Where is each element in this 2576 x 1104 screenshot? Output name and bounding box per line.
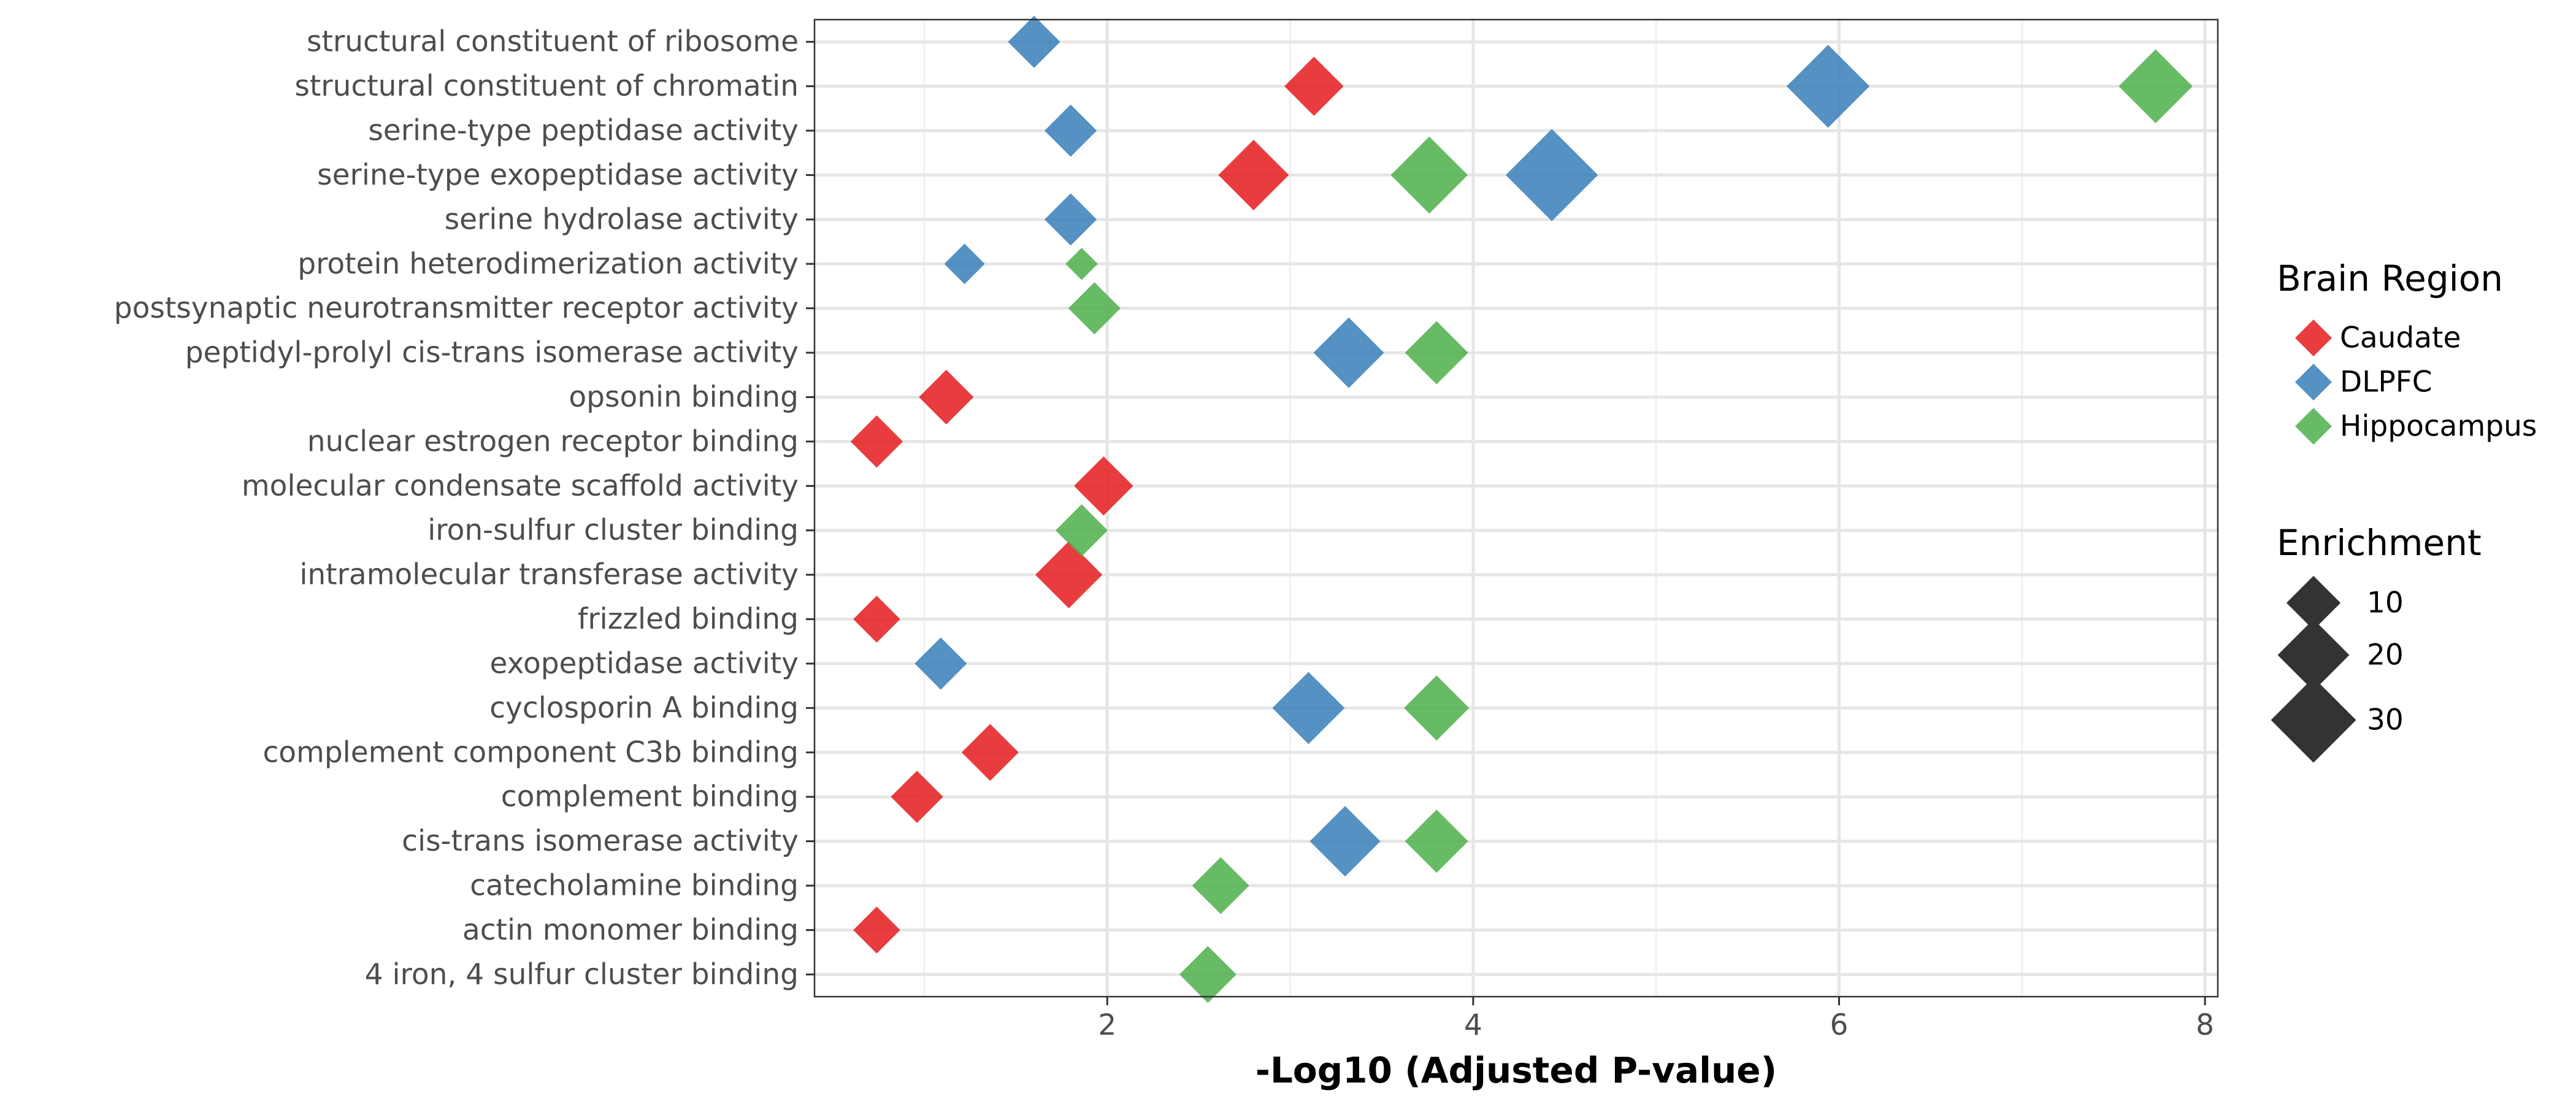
point-dlpfc-structural-constituent-of-chromatin xyxy=(1787,45,1870,128)
y-tick-label-intramolecular-transferase-activity: intramolecular transferase activity xyxy=(299,558,799,592)
point-hippocampus-catecholamine-binding xyxy=(1192,857,1249,914)
y-tick-label-serine-type-peptidase-activity: serine-type peptidase activity xyxy=(368,114,799,148)
y-tick-label-iron-sulfur-cluster-binding: iron-sulfur cluster binding xyxy=(427,513,799,547)
point-caudate-structural-constituent-of-chromatin xyxy=(1284,56,1344,116)
point-hippocampus-peptidyl-prolyl-cis-trans-isomerase-activity xyxy=(1405,321,1468,385)
point-dlpfc-cyclosporin-a-binding xyxy=(1272,672,1345,745)
legend-size-label-20: 20 xyxy=(2367,638,2404,672)
y-tick-label-serine-hydrolase-activity: serine hydrolase activity xyxy=(445,202,799,236)
point-caudate-intramolecular-transferase-activity xyxy=(1035,541,1103,608)
y-tick-label-cyclosporin-a-binding: cyclosporin A binding xyxy=(489,691,799,725)
y-tick-label-frizzled-binding: frizzled binding xyxy=(578,602,799,636)
point-dlpfc-cis-trans-isomerase-activity xyxy=(1309,806,1381,877)
point-hippocampus-4-iron-4-sulfur-cluster-binding xyxy=(1179,946,1236,1003)
y-tick-label-opsonin-binding: opsonin binding xyxy=(569,380,799,414)
point-caudate-frizzled-binding xyxy=(853,596,900,643)
legend-size-key-30 xyxy=(2271,677,2356,763)
point-hippocampus-structural-constituent-of-chromatin xyxy=(2118,49,2193,123)
point-dlpfc-serine-type-peptidase-activity xyxy=(1045,104,1097,157)
y-axis: structural constituent of ribosome struct… xyxy=(114,25,815,991)
y-tick-label-protein-heterodimerization-activity: protein heterodimerization activity xyxy=(297,247,799,281)
point-caudate-complement-component-c3b-binding xyxy=(961,724,1019,781)
legend-label-caudate: Caudate xyxy=(2340,321,2461,355)
legend-label-dlpfc: DLPFC xyxy=(2340,366,2432,399)
point-caudate-complement-binding xyxy=(891,770,943,823)
x-tick-label-2: 2 xyxy=(1098,1008,1116,1042)
legend-key-hippocampus xyxy=(2295,408,2332,445)
point-hippocampus-cyclosporin-a-binding xyxy=(1404,675,1470,741)
x-tick-label-6: 6 xyxy=(1830,1008,1849,1042)
data-points xyxy=(850,15,2193,1003)
y-tick-label-catecholamine-binding: catecholamine binding xyxy=(470,868,799,902)
point-hippocampus-cis-trans-isomerase-activity xyxy=(1405,810,1468,873)
point-dlpfc-exopeptidase-activity xyxy=(914,637,967,690)
legend-title-brain-region: Brain Region xyxy=(2277,258,2503,299)
legend-key-caudate xyxy=(2295,320,2332,356)
point-hippocampus-postsynaptic-neurotransmitter-receptor-activity xyxy=(1068,282,1121,335)
point-caudate-nuclear-estrogen-receptor-binding xyxy=(850,415,903,468)
legend-size-key-10 xyxy=(2286,575,2341,631)
point-hippocampus-iron-sulfur-cluster-binding xyxy=(1055,504,1108,557)
y-tick-label-peptidyl-prolyl-cis-trans-isomerase-activity: peptidyl-prolyl cis-trans isomerase acti… xyxy=(185,336,799,370)
point-hippocampus-serine-type-exopeptidase-activity xyxy=(1390,136,1468,214)
legend-size-key-20 xyxy=(2277,619,2350,691)
point-dlpfc-structural-constituent-of-ribosome xyxy=(1008,15,1060,68)
y-tick-label-complement-component-c3b-binding: complement component C3b binding xyxy=(263,735,799,769)
panel-border xyxy=(813,18,2219,998)
y-tick-label-serine-type-exopeptidase-activity: serine-type exopeptidase activity xyxy=(317,158,799,192)
legend-key-dlpfc xyxy=(2295,364,2332,401)
y-tick-label-molecular-condensate-scaffold-activity: molecular condensate scaffold activity xyxy=(242,469,799,503)
x-tick-label-8: 8 xyxy=(2196,1008,2214,1042)
point-caudate-serine-type-exopeptidase-activity xyxy=(1218,139,1289,210)
legend-title-enrichment: Enrichment xyxy=(2277,522,2482,564)
point-caudate-molecular-condensate-scaffold-activity xyxy=(1074,456,1133,516)
x-axis-title: -Log10 (Adjusted P-value) xyxy=(1255,1049,1777,1091)
x-axis: 2 4 6 8 xyxy=(1098,997,2214,1042)
y-tick-label-4-iron-4-sulfur-cluster-binding: 4 iron, 4 sulfur cluster binding xyxy=(365,957,799,991)
point-hippocampus-protein-heterodimerization-activity xyxy=(1065,247,1098,280)
legend-label-hippocampus: Hippocampus xyxy=(2340,410,2537,443)
point-dlpfc-protein-heterodimerization-activity xyxy=(944,243,985,285)
legend-size-label-30: 30 xyxy=(2367,703,2404,737)
point-caudate-actin-monomer-binding xyxy=(853,907,900,954)
y-tick-label-nuclear-estrogen-receptor-binding: nuclear estrogen receptor binding xyxy=(307,424,799,458)
point-dlpfc-serine-hydrolase-activity xyxy=(1045,193,1097,246)
point-caudate-opsonin-binding xyxy=(919,369,974,425)
legend-size-label-10: 10 xyxy=(2367,586,2404,620)
x-tick-label-4: 4 xyxy=(1464,1008,1482,1042)
legend: Brain Region Enrichment Caudate DLPFC Hipp… xyxy=(2271,258,2537,763)
y-tick-label-complement-binding: complement binding xyxy=(501,780,799,814)
y-tick-label-structural-constituent-of-chromatin: structural constituent of chromatin xyxy=(294,69,799,103)
y-tick-label-postsynaptic-neurotransmitter-receptor-activity: postsynaptic neurotransmitter receptor a… xyxy=(114,291,799,325)
point-dlpfc-serine-type-exopeptidase-activity xyxy=(1506,129,1598,221)
point-dlpfc-peptidyl-prolyl-cis-trans-isomerase-activity xyxy=(1313,317,1384,388)
y-tick-label-exopeptidase-activity: exopeptidase activity xyxy=(489,646,799,680)
y-tick-label-actin-monomer-binding: actin monomer binding xyxy=(462,913,799,947)
y-tick-label-cis-trans-isomerase-activity: cis-trans isomerase activity xyxy=(402,824,799,858)
y-tick-label-structural-constituent-of-ribosome: structural constituent of ribosome xyxy=(307,25,799,59)
